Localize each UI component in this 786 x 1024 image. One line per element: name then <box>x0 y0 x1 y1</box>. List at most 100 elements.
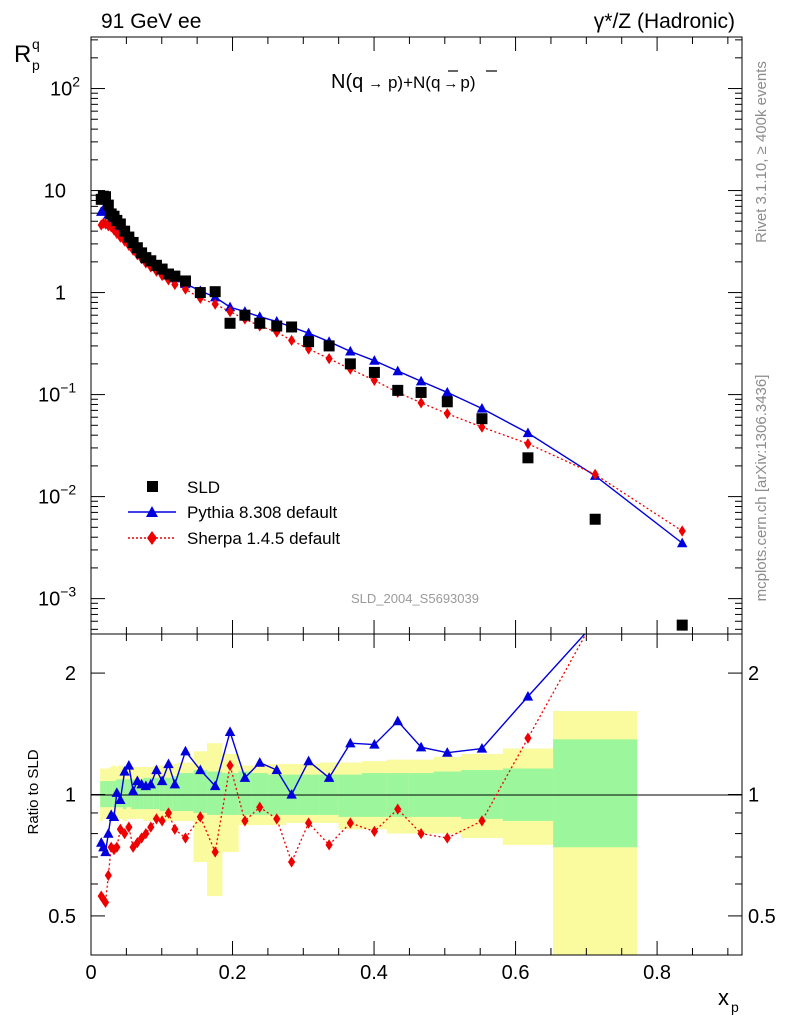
sld-point <box>100 191 112 203</box>
y-tick-label-ratio-right: 0.5 <box>748 906 776 928</box>
legend-entry-sld: SLD <box>147 478 220 497</box>
analysis-label: SLD_2004_S5693039 <box>351 591 479 606</box>
pythia-point <box>392 365 403 376</box>
uncertainty-band-inner <box>207 771 223 815</box>
x-tick-label: 0.6 <box>502 962 530 984</box>
uncertainty-band-inner <box>110 781 113 808</box>
uncertainty-band-inner <box>139 779 144 810</box>
uncertainty-band-inner <box>251 773 269 815</box>
pythia-ratio-point <box>209 780 221 791</box>
sherpa-ratio-point <box>142 827 150 840</box>
sld-point <box>286 321 298 333</box>
pythia-ratio-point <box>103 828 114 838</box>
legend-entry-sherpa: Sherpa 1.4.5 default <box>128 529 340 548</box>
uncertainty-band-inner <box>238 771 253 815</box>
pythia-ratio-point <box>442 747 453 757</box>
y-tick-label-ratio-right: 1 <box>748 785 759 807</box>
uncertainty-band-inner <box>104 781 108 808</box>
sherpa-ratio-point <box>171 823 179 835</box>
legend-marker-sld <box>147 481 158 492</box>
sherpa-point <box>443 408 451 420</box>
svg-text:R: R <box>14 41 31 68</box>
pythia-point <box>345 345 356 356</box>
sherpa-ratio-point <box>164 807 173 819</box>
sld-point <box>392 384 404 396</box>
uncertainty-band-inner <box>122 779 127 810</box>
pythia-ratio-point <box>303 755 314 766</box>
svg-text:p: p <box>32 57 40 73</box>
sherpa-ratio-point <box>147 821 155 833</box>
svg-text:SLD: SLD <box>187 478 220 497</box>
x-axis-label: x p <box>718 985 739 1015</box>
sherpa-line <box>100 222 683 532</box>
ratio-panel: 0.5 0.5 1 1 2 2 0 0.2 0.4 0.6 0.8 Ratio to SLD x p <box>25 612 776 1015</box>
ratio-frame <box>90 633 743 956</box>
sherpa-ratio-point <box>211 846 219 858</box>
y-tick-label-ratio: 2 <box>65 663 76 685</box>
sld-point <box>239 309 251 321</box>
sherpa-ratio-point <box>181 832 190 844</box>
svg-text:p: p <box>731 999 739 1015</box>
sherpa-ratio-point <box>101 896 110 909</box>
sherpa-ratio-point <box>226 759 234 772</box>
rivet-label: Rivet 3.1.10, ≥ 400k events <box>753 61 770 243</box>
pythia-ratio-point <box>522 690 534 701</box>
sld-point <box>194 287 206 299</box>
svg-text:N(q→ p)+N(q→p): N(q → p)+N(q → p) <box>331 71 476 93</box>
sld-point <box>209 286 221 298</box>
svg-text:Pythia 8.308 default: Pythia 8.308 default <box>187 503 338 522</box>
pythia-ratio-point <box>392 715 403 726</box>
x-tick-label: 0.2 <box>219 962 247 984</box>
pythia-ratio-point <box>169 778 181 789</box>
sld-point <box>162 268 174 280</box>
uncertainty-band-inner <box>164 777 173 812</box>
pythia-ratio-point <box>369 739 380 749</box>
pythia-ratio-point <box>115 794 126 804</box>
sherpa-point <box>211 298 219 310</box>
uncertainty-band-inner <box>433 771 462 817</box>
x-tick-label: 0 <box>85 962 96 984</box>
sherpa-point <box>288 334 296 346</box>
uncertainty-band-inner <box>553 739 638 848</box>
sherpa-ratio-point <box>288 856 296 868</box>
header-left: 91 GeV ee <box>101 10 201 33</box>
x-tick-label: 0.8 <box>643 962 671 984</box>
sherpa-ratio-point <box>113 841 121 853</box>
sherpa-point <box>325 353 333 365</box>
pythia-ratio-point <box>180 745 191 756</box>
y-tick-label-main: 10 <box>44 181 66 203</box>
pythia-ratio-point <box>127 785 139 796</box>
uncertainty-band-inner <box>143 777 149 810</box>
svg-text:Sherpa 1.4.5 default: Sherpa 1.4.5 default <box>187 529 340 548</box>
pythia-ratio-point <box>590 617 600 627</box>
sld-point <box>589 513 601 525</box>
sherpa-point <box>273 326 281 338</box>
sherpa-ratio-point <box>273 813 281 825</box>
uncertainty-band-inner <box>193 770 208 813</box>
sherpa-ratio-point <box>592 612 599 623</box>
sherpa-ratio-point <box>478 815 486 827</box>
pythia-point <box>676 537 688 548</box>
sherpa-ratio-point <box>152 813 161 825</box>
sld-point <box>344 358 356 370</box>
sld-point <box>476 413 488 425</box>
y-tick-label-ratio: 0.5 <box>48 906 76 928</box>
pythia-point <box>369 355 380 365</box>
pythia-ratio-point <box>156 775 168 786</box>
y-tick-label-main: 102 <box>50 74 80 101</box>
header-right: γ*/Z (Hadronic) <box>594 10 735 33</box>
title-pbar: p <box>460 73 469 92</box>
pythia-ratio-point <box>151 764 162 775</box>
pythia-ratio-point <box>145 778 157 789</box>
sld-point <box>119 225 131 237</box>
pythia-ratio-point <box>271 764 282 775</box>
y-tick-label-ratio-right: 2 <box>748 663 759 685</box>
pythia-ratio-point <box>108 811 120 822</box>
svg-text:x: x <box>718 985 729 1010</box>
uncertainty-band-inner <box>106 781 111 808</box>
sld-point <box>271 320 283 332</box>
pythia-ratio-point <box>323 772 335 782</box>
sherpa-ratio-point <box>443 832 451 844</box>
svg-text:q: q <box>32 36 40 52</box>
